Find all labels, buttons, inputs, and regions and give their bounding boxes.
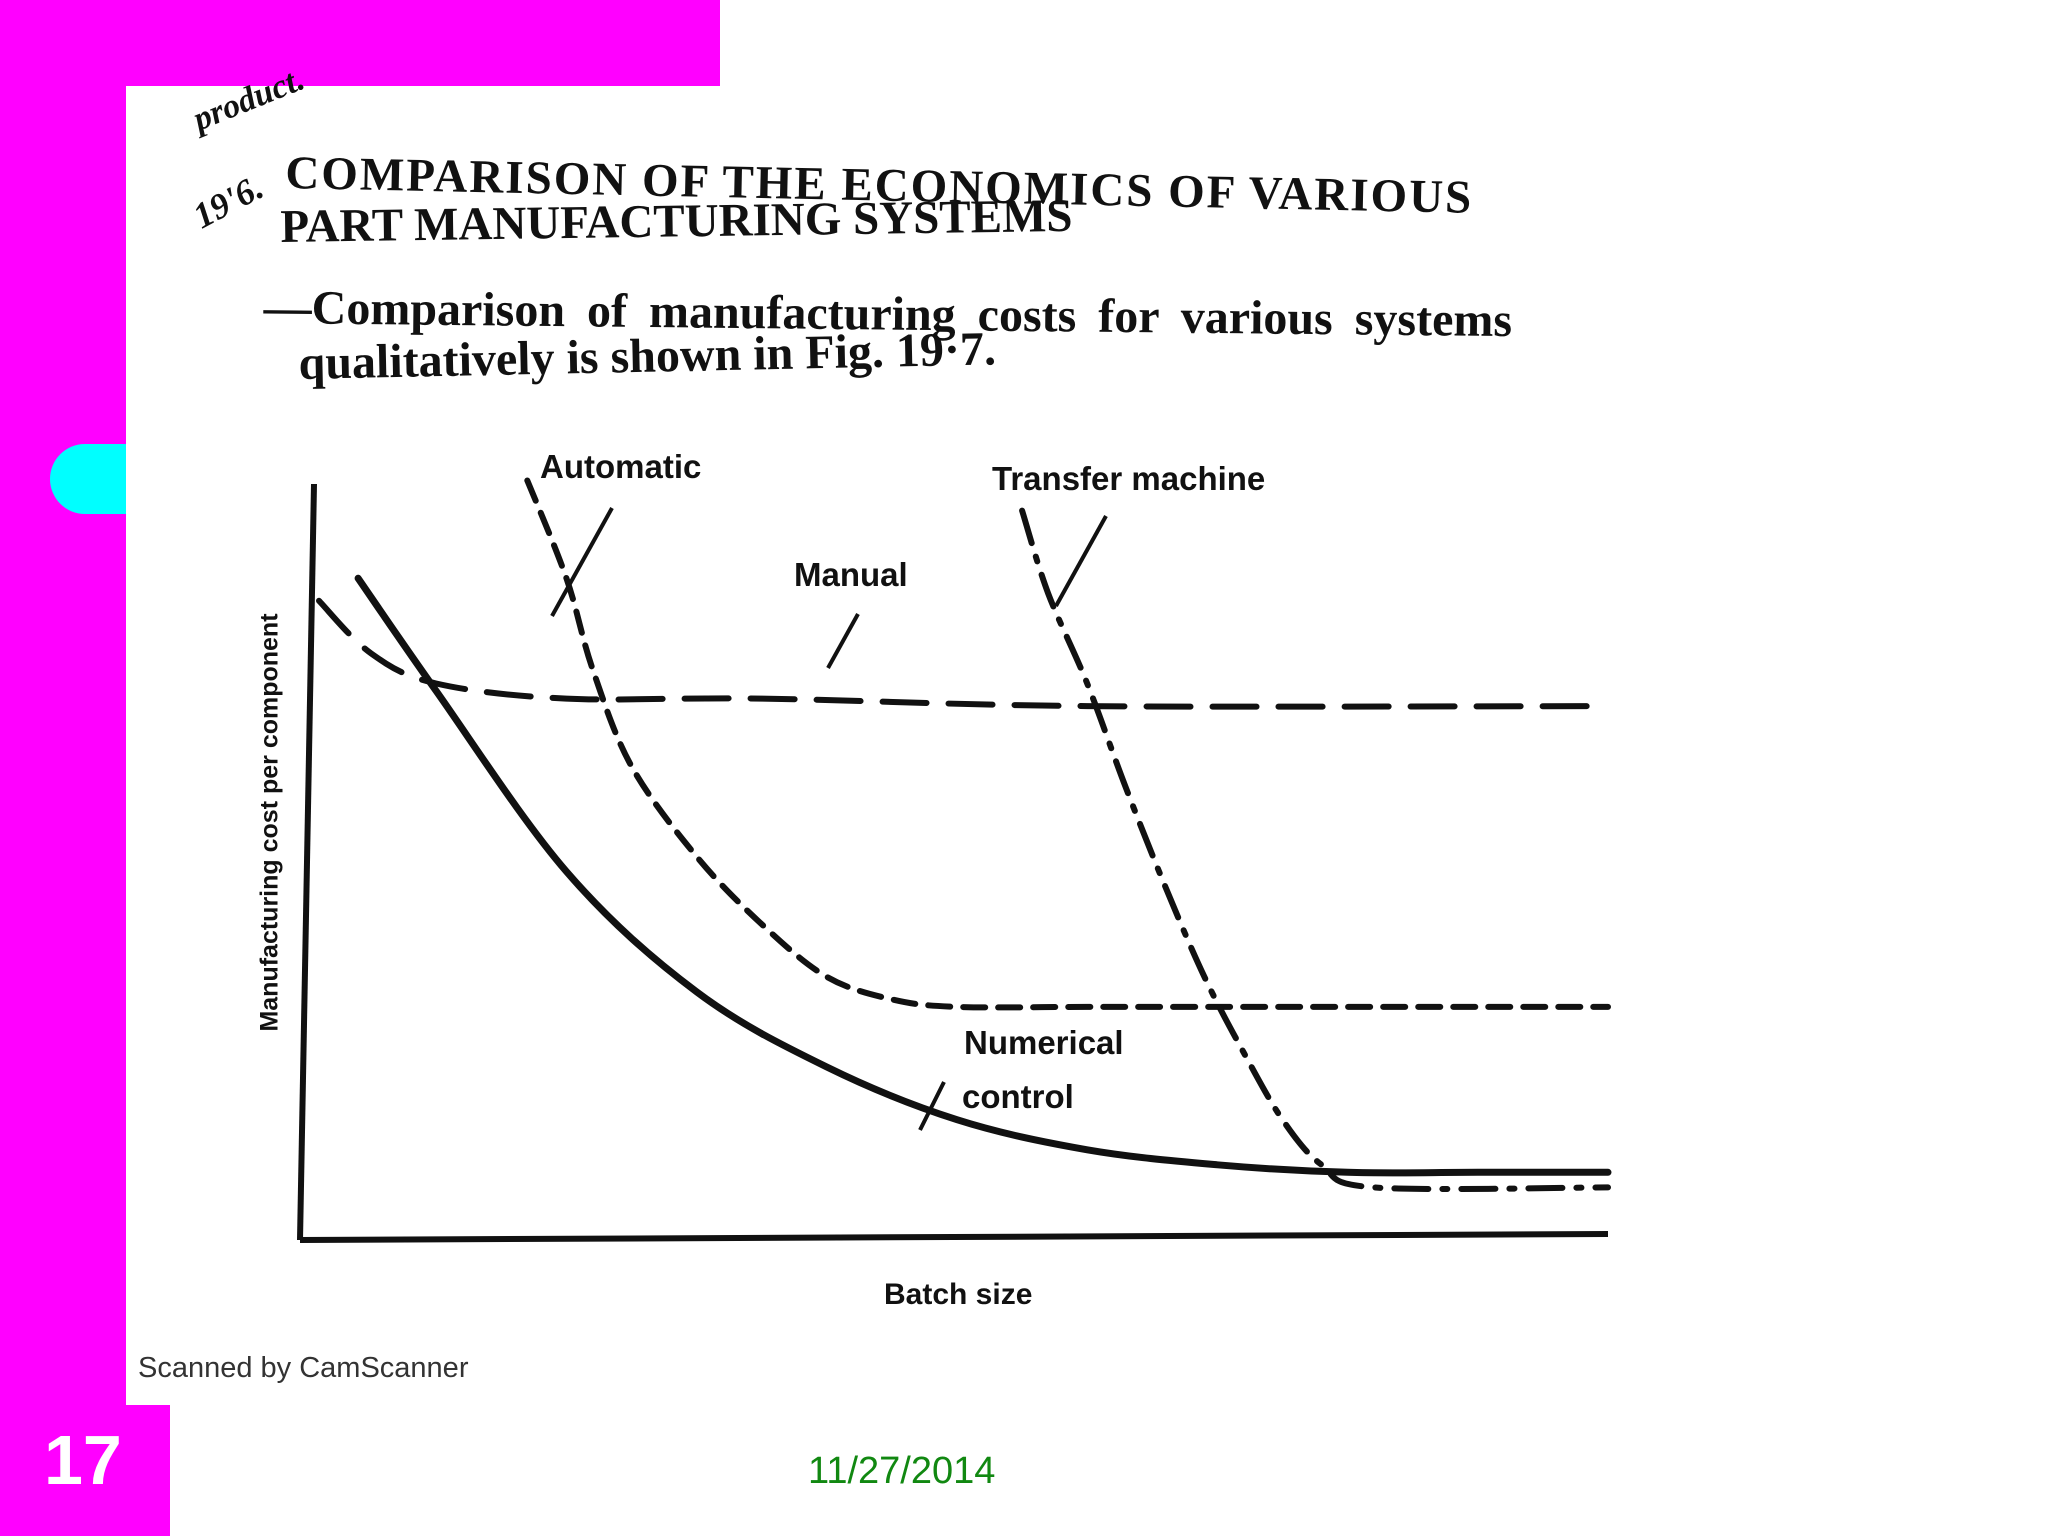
- series-line-numerical-control: [354, 574, 1612, 1177]
- y-axis-label: Manufacturing cost per component: [255, 613, 284, 1032]
- series-layer: [316, 477, 1612, 1193]
- slide-date: 11/27/2014: [808, 1450, 996, 1492]
- x-axis-label: Batch size: [884, 1278, 1033, 1311]
- automatic-pointer: [550, 507, 614, 617]
- cyan-tab: [50, 444, 140, 514]
- slide-number-block: [0, 1405, 170, 1536]
- label-pointers: [550, 507, 1108, 1131]
- label-control: control: [962, 1078, 1074, 1115]
- series-line-manual: [316, 597, 1611, 710]
- slide-number: 17: [44, 1421, 122, 1499]
- series-line-automatic: [524, 477, 1611, 1011]
- x-axis-line: [299, 1231, 1609, 1243]
- y-axis-line: [297, 483, 317, 1241]
- manual-pointer: [826, 613, 860, 669]
- scanned-page: [126, 86, 1756, 1402]
- label-numerical: Numerical: [964, 1024, 1124, 1061]
- series-line-transfer-machine: [1019, 507, 1611, 1193]
- numerical-control-pointer: [918, 1081, 946, 1131]
- scanner-watermark: Scanned by CamScanner: [138, 1352, 469, 1384]
- transfer-machine-pointer: [1054, 515, 1108, 607]
- axes: [297, 483, 1609, 1243]
- label-transfer-machine: Transfer machine: [992, 460, 1266, 497]
- label-automatic: Automatic: [540, 448, 702, 485]
- label-manual: Manual: [794, 556, 908, 593]
- left-accent-bar: [0, 0, 126, 1536]
